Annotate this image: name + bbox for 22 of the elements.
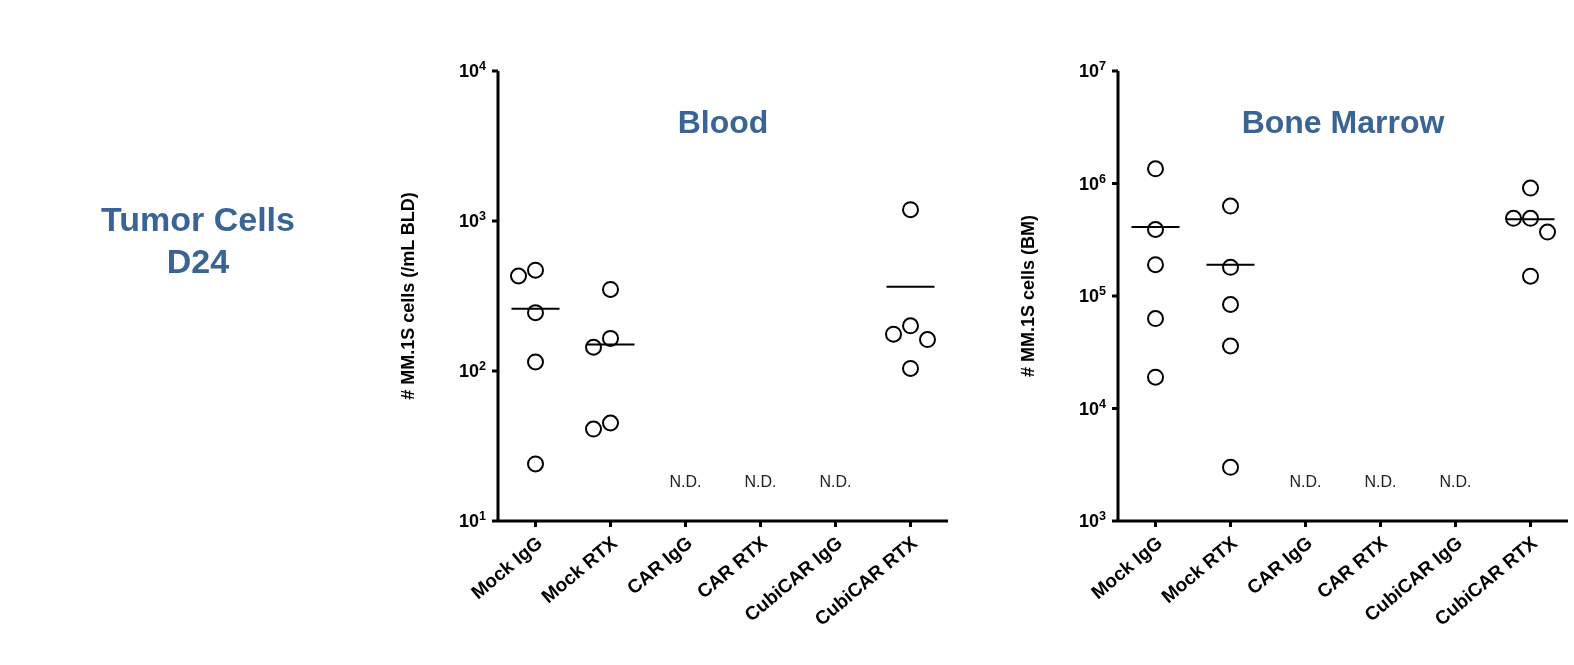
annotation: N.D.: [1438, 473, 1473, 491]
annotation: N.D.: [1363, 473, 1398, 491]
text: Blood: [676, 104, 770, 141]
y-tick-label: 10$^{3}$: [458, 209, 486, 231]
annotation: N.D.: [818, 473, 853, 491]
text: Tumor Cells D24: [100, 199, 296, 282]
y-tick-label: 10$^{6}$: [1078, 171, 1106, 194]
y-tick-label: 10$^{4}$: [458, 59, 486, 81]
annotation: N.D.: [668, 473, 703, 491]
y-tick-label: 10$^{1}$: [458, 509, 486, 531]
y-tick-label: 10$^{7}$: [1078, 59, 1106, 81]
y-tick-label: 10$^{2}$: [458, 359, 486, 381]
annotation: N.D.: [1288, 473, 1323, 491]
text: Bone Marrow: [1240, 104, 1446, 141]
y-axis-title: # MM.1S cells (/mL BLD): [398, 192, 419, 400]
x-tick-label: CAR IgG: [622, 531, 697, 599]
x-tick-label: CAR IgG: [1242, 531, 1317, 599]
y-tick-label: 10$^{4}$: [1078, 396, 1106, 419]
y-tick-label: 10$^{5}$: [1078, 284, 1106, 306]
y-axis-title: # MM.1S cells (BM): [1018, 214, 1039, 378]
annotation: N.D.: [743, 473, 778, 491]
y-tick-label: 10$^{3}$: [1078, 509, 1106, 531]
